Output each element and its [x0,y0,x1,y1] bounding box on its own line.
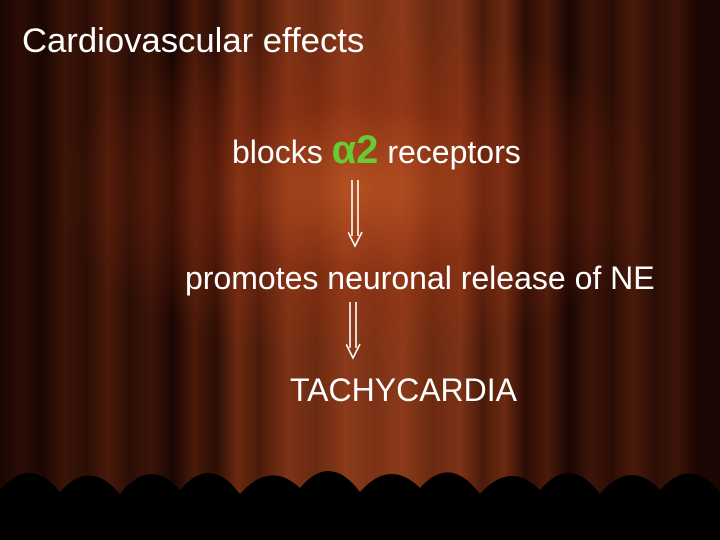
line-blocks-alpha2: blocks α2 receptors [232,128,521,173]
curtain-hem [0,450,720,540]
curtain-hem-path [0,471,720,540]
line-tachycardia: TACHYCARDIA [290,372,517,409]
arrow-2 [346,302,362,362]
slide-title: Cardiovascular effects [22,22,364,61]
arrow-1 [348,180,364,250]
slide-root: Cardiovascular effects blocks α2 recepto… [0,0,720,540]
line-promotes-ne: promotes neuronal release of NE [185,260,655,297]
alpha2-label: α2 [332,128,379,172]
line1-suffix: receptors [378,134,520,170]
line1-prefix: blocks [232,134,332,170]
